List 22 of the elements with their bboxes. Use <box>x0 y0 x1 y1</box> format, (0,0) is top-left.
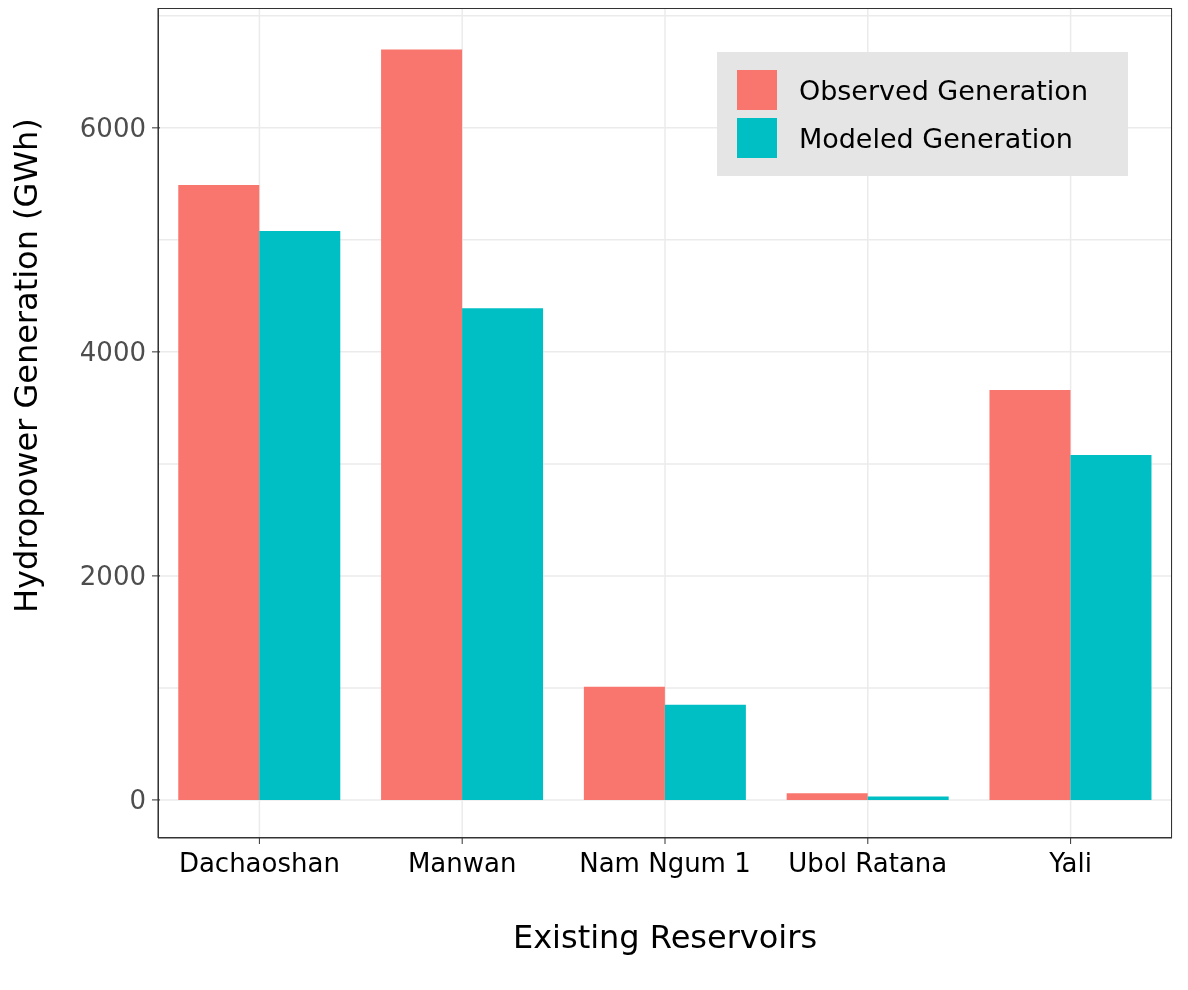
bar <box>381 49 463 800</box>
bar <box>583 686 665 800</box>
bar <box>462 308 544 800</box>
bar <box>259 230 341 800</box>
bar <box>1070 454 1152 800</box>
legend-label: Modeled Generation <box>798 122 1073 154</box>
y-tick-label: 6000 <box>79 112 146 143</box>
x-tick-label: Ubol Ratana <box>788 848 948 879</box>
y-axis-title: Hydropower Generation (GWh) <box>7 118 46 613</box>
bar <box>989 389 1071 800</box>
x-tick-label: Dachaoshan <box>178 848 340 879</box>
bar <box>786 793 868 800</box>
bar <box>178 184 260 800</box>
x-tick-label: Yali <box>1048 848 1092 879</box>
legend-label: Observed Generation <box>798 74 1088 106</box>
bar <box>664 704 746 800</box>
x-tick-label: Nam Ngum 1 <box>579 848 751 879</box>
y-tick-label: 0 <box>129 785 146 816</box>
x-tick-label: Manwan <box>407 848 517 879</box>
x-axis-title: Existing Reservoirs <box>512 918 818 956</box>
y-tick-label: 4000 <box>79 336 146 367</box>
y-tick-label: 2000 <box>79 560 146 591</box>
